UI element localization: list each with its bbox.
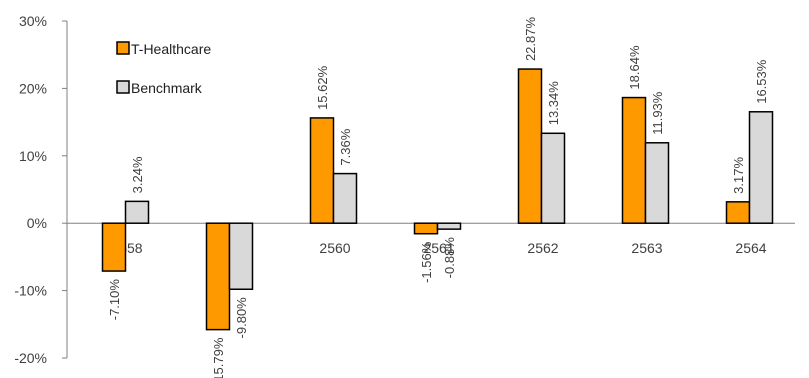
data-label: 13.34% [546, 81, 561, 126]
data-label: -9.80% [234, 297, 249, 339]
y-tick-label: 30% [19, 13, 47, 29]
x-tick-label: 2561 [423, 240, 454, 256]
bar-t-healthcare-2560 [309, 117, 335, 224]
bar-t-healthcare-2563 [621, 96, 647, 224]
y-tick-label: 20% [19, 80, 47, 96]
bar-t-healthcare-2561 [413, 222, 439, 235]
legend: T-Healthcare Benchmark [116, 41, 211, 96]
legend-swatch-t-healthcare [116, 41, 130, 55]
bar-benchmark-2559 [228, 222, 254, 291]
legend-label-t-healthcare: T-Healthcare [131, 41, 211, 57]
data-label: 3.24% [130, 156, 145, 193]
bar-benchmark-2564 [748, 111, 774, 224]
data-label: 11.93% [650, 91, 665, 135]
data-label: 7.36% [338, 128, 353, 165]
bar-t-healthcare-2564 [725, 201, 751, 224]
data-labels: -7.10% -15.79% 15.62% -1.56% 22.87% 18.64% 3.1… [107, 17, 769, 378]
bar-t-healthcare-2559 [205, 222, 231, 331]
y-tick-label: 10% [19, 148, 47, 164]
data-label: 3.17% [731, 157, 746, 194]
data-label: 15.62% [315, 65, 330, 110]
y-tick-label: 0% [27, 215, 47, 231]
data-label: -1.56% [419, 241, 434, 283]
x-tick-label: 2562 [527, 240, 558, 256]
axes: 30%20%10%0%-10%-20%255825592560256125622… [14, 13, 795, 366]
data-label: -15.79% [211, 337, 226, 378]
bar-benchmark-2558 [124, 200, 150, 224]
legend-label-benchmark: Benchmark [131, 80, 203, 96]
y-tick-label: -10% [14, 283, 47, 299]
data-label: -7.10% [107, 279, 122, 321]
data-label: 18.64% [627, 45, 642, 90]
bar-t-healthcare-2562 [517, 68, 543, 224]
x-tick-label: 2563 [631, 240, 662, 256]
data-label: 22.87% [523, 17, 538, 62]
y-tick-label: -20% [14, 350, 47, 366]
legend-swatch-benchmark [116, 80, 130, 94]
bar-benchmark-2560 [332, 172, 358, 224]
bar-t-healthcare-2558 [101, 222, 127, 272]
x-tick-label: 2564 [735, 240, 766, 256]
bar-benchmark-2563 [644, 142, 670, 224]
x-tick-label: 2560 [319, 240, 350, 256]
bar-benchmark-2562 [540, 132, 566, 224]
data-label: -0.88% [442, 237, 457, 279]
data-label: 16.53% [754, 59, 769, 104]
bar-benchmark-2561 [436, 222, 462, 230]
bars [101, 68, 774, 331]
